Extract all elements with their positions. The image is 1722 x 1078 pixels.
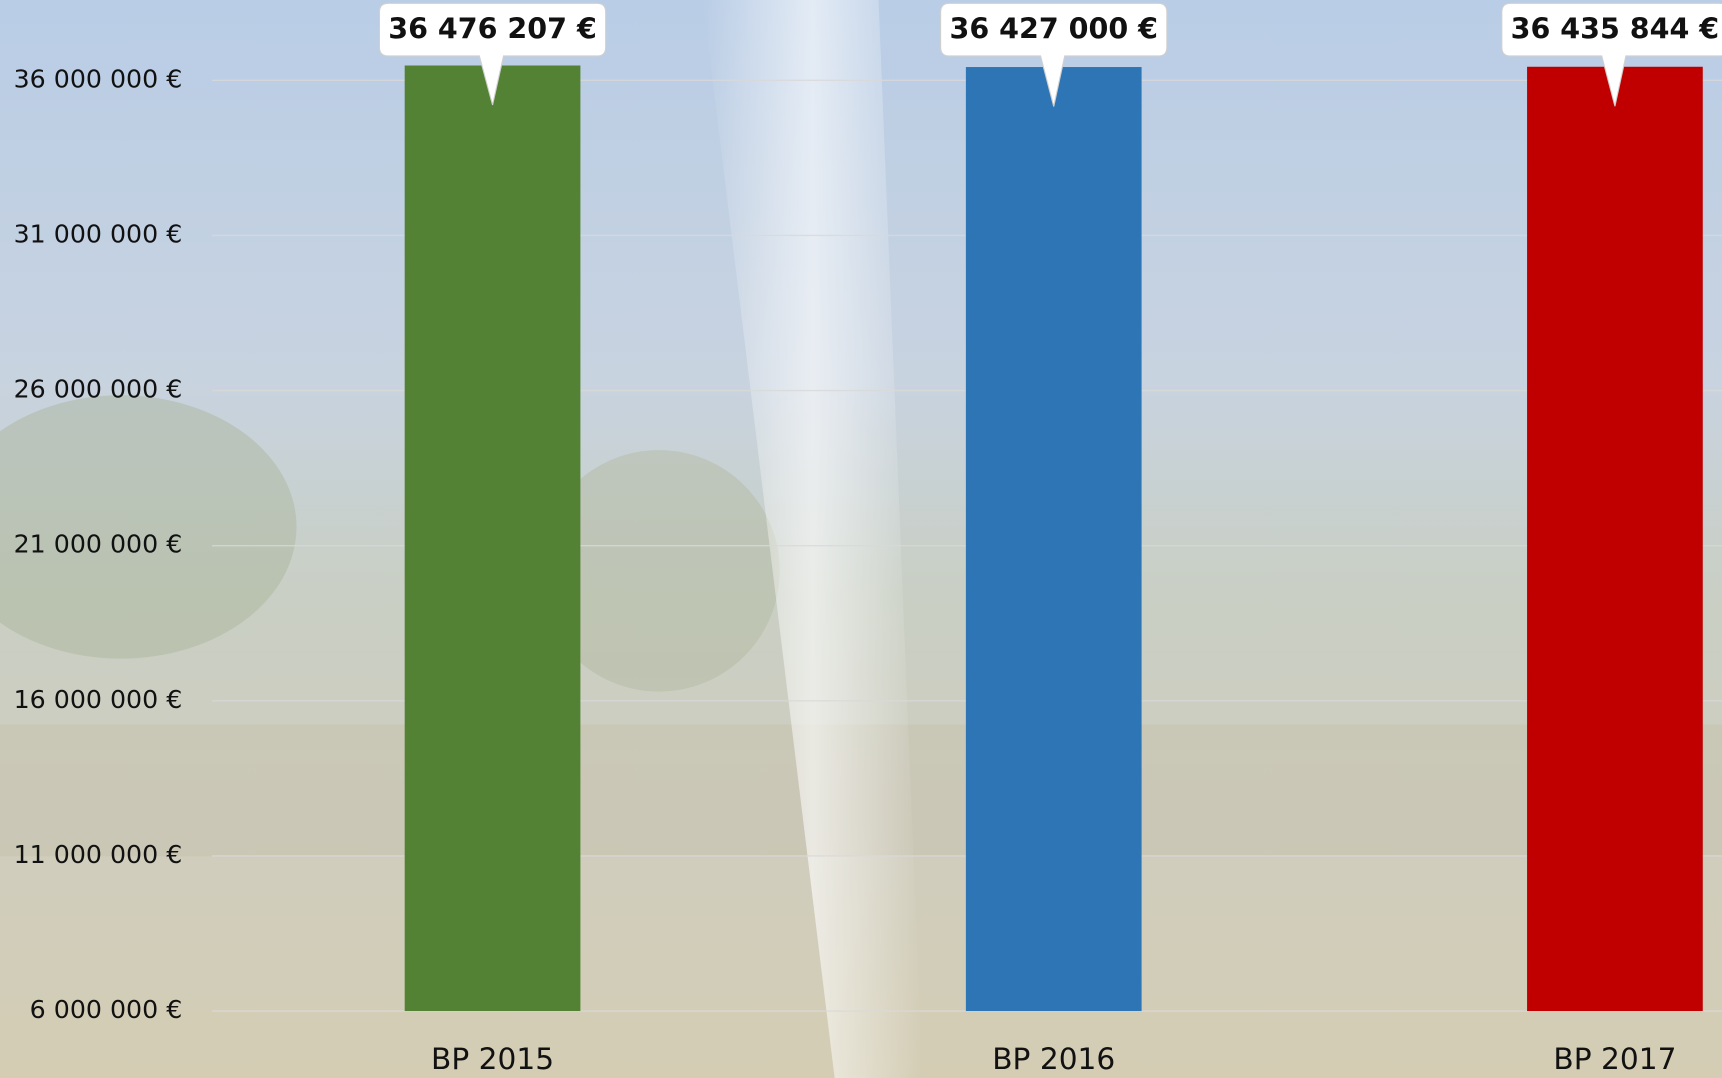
bar xyxy=(966,67,1142,1011)
bar xyxy=(1527,67,1703,1011)
x-tick-label: BP 2016 xyxy=(992,1041,1115,1076)
y-tick-label: 31 000 000 € xyxy=(14,219,183,248)
value-label: 36 427 000 € xyxy=(949,13,1158,46)
y-tick-label: 11 000 000 € xyxy=(14,840,183,869)
y-tick-label: 21 000 000 € xyxy=(14,530,183,559)
value-label: 36 476 207 € xyxy=(388,13,597,46)
chart: 6 000 000 € 11 000 000 € 16 000 000 € 21 00… xyxy=(0,0,1722,1078)
y-tick-label: 6 000 000 € xyxy=(30,995,183,1024)
x-tick-label: BP 2015 xyxy=(431,1041,554,1076)
page: 6 000 000 € 11 000 000 € 16 000 000 € 21 00… xyxy=(0,0,1722,1078)
x-tick-label: BP 2017 xyxy=(1553,1041,1676,1076)
y-tick-label: 16 000 000 € xyxy=(14,685,183,714)
y-tick-label: 36 000 000 € xyxy=(14,64,183,93)
bar xyxy=(405,66,581,1012)
y-tick-label: 26 000 000 € xyxy=(14,375,183,404)
value-label: 36 435 844 € xyxy=(1511,13,1720,46)
